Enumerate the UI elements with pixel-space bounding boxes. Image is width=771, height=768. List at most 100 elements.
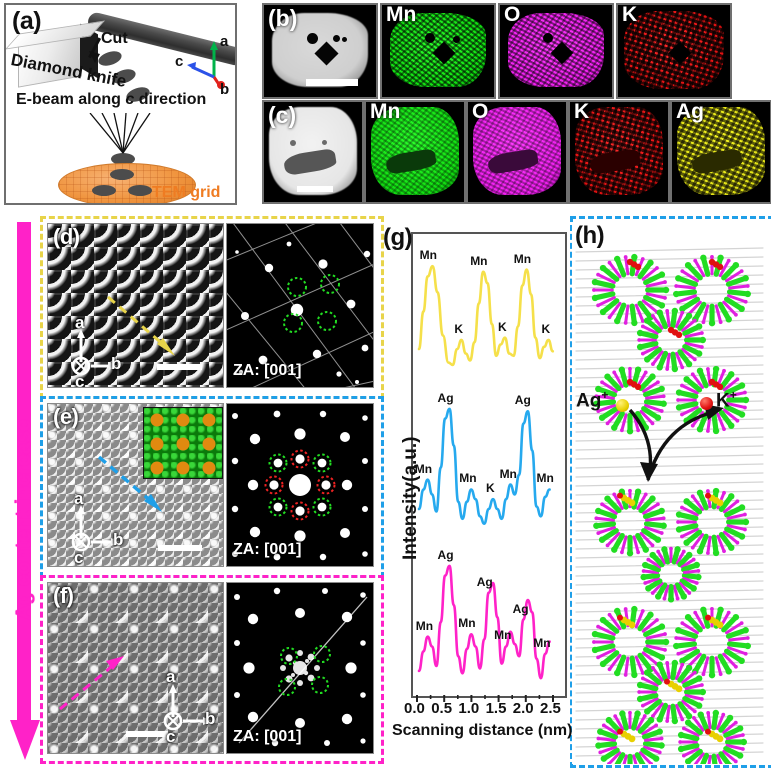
o-rod (596, 736, 617, 742)
mn-atom (679, 657, 686, 665)
o-rod (684, 331, 704, 339)
panel-f-fft-image: ZA: [001] (226, 582, 374, 754)
mn-atom (647, 259, 654, 266)
o-atom (706, 429, 710, 433)
o-atom (676, 398, 680, 402)
pore-1 (425, 33, 435, 43)
o-atom (692, 709, 697, 714)
o-atom (726, 258, 731, 263)
mn-atom (634, 710, 641, 717)
panel-c-map-k: K (568, 100, 670, 204)
axis-label-a: a (220, 33, 229, 50)
o-rod (624, 304, 630, 325)
panel-f-za-label: ZA: [001] (233, 728, 302, 745)
flake-on-beam (111, 153, 135, 165)
o-rod (725, 733, 745, 741)
mn-atom (599, 616, 607, 624)
o-rod (686, 652, 702, 669)
element-label-k: K (574, 100, 590, 123)
o-atom (735, 499, 740, 504)
o-atom (722, 549, 726, 554)
o-rod (727, 646, 748, 656)
k-ion-in-tunnel (634, 383, 642, 390)
mn-atom (636, 343, 644, 351)
o-atom (693, 610, 698, 615)
o-rod (684, 341, 704, 349)
mn-atom (643, 708, 651, 715)
mn-atom (717, 606, 724, 614)
mn-atom (697, 711, 704, 718)
mn-atom (677, 731, 685, 739)
o-atom (701, 672, 706, 677)
o-atom (640, 671, 645, 675)
o-atom (680, 412, 684, 417)
slab-hatch (575, 571, 764, 577)
mn-atom (626, 550, 634, 557)
o-atom (699, 345, 704, 349)
mn-atom (654, 414, 662, 421)
o-rod (641, 299, 659, 314)
o-rod (701, 656, 710, 676)
o-atom (680, 365, 685, 370)
panel-d-scale-bar (157, 364, 202, 370)
mn-atom (611, 546, 618, 553)
o-rod (639, 531, 655, 547)
mn-atom (727, 762, 733, 764)
o-atom (592, 640, 596, 644)
panel-f-axis-c: c (166, 727, 176, 746)
o-rod (691, 494, 705, 511)
panel-b-label: (b) (268, 5, 298, 31)
o-atom (596, 736, 601, 741)
o-rod (634, 655, 645, 675)
panel-a-cut-label: Cut (101, 30, 128, 47)
mn-atom (658, 302, 666, 309)
o-atom (598, 750, 603, 755)
o-atom (690, 423, 695, 428)
mn-atom (717, 254, 724, 262)
o-atom (623, 673, 628, 677)
o-rod (643, 576, 660, 585)
o-atom (735, 418, 740, 423)
o-rod (645, 644, 667, 652)
o-rod (726, 513, 747, 520)
o-atom (605, 543, 610, 548)
panel-d-direction-arrow (107, 295, 175, 356)
o-atom (733, 720, 738, 725)
o-atom (613, 714, 618, 719)
mn-atom (744, 290, 751, 298)
panel-c-label: (c) (268, 102, 297, 128)
o-rod (684, 693, 704, 701)
o-atom (743, 299, 748, 304)
o-rod (680, 621, 699, 635)
o-atom (674, 284, 679, 288)
pore-small-1 (290, 140, 296, 146)
mn-atom (643, 669, 651, 676)
o-atom (601, 723, 606, 728)
mn-atom (593, 400, 600, 407)
panel-e-za-label: ZA: [001] (233, 541, 302, 558)
o-rod (680, 527, 699, 539)
mn-atom (656, 728, 663, 735)
curve-2 (417, 564, 551, 680)
o-atom (710, 606, 714, 611)
mn-atom (671, 717, 679, 725)
o-rod (634, 303, 645, 323)
k-ion-text: K (716, 390, 730, 412)
o-atom (692, 670, 697, 675)
o-rod (641, 618, 659, 633)
o-rod (681, 348, 697, 361)
panel-h-k-annotation: K+ (716, 388, 737, 412)
o-rod (607, 751, 622, 764)
o-atom (743, 512, 747, 517)
mn-atom (695, 573, 702, 581)
o-rod (722, 408, 739, 423)
mn-atom (642, 561, 649, 569)
panel-e-axis-c: c (74, 548, 84, 567)
mn-atom (598, 536, 606, 543)
o-atom (694, 581, 699, 585)
o-atom (699, 697, 704, 701)
grid-flake-2 (92, 185, 116, 196)
o-atom (696, 569, 701, 573)
mn-atom (675, 526, 683, 533)
o-atom (663, 648, 667, 652)
